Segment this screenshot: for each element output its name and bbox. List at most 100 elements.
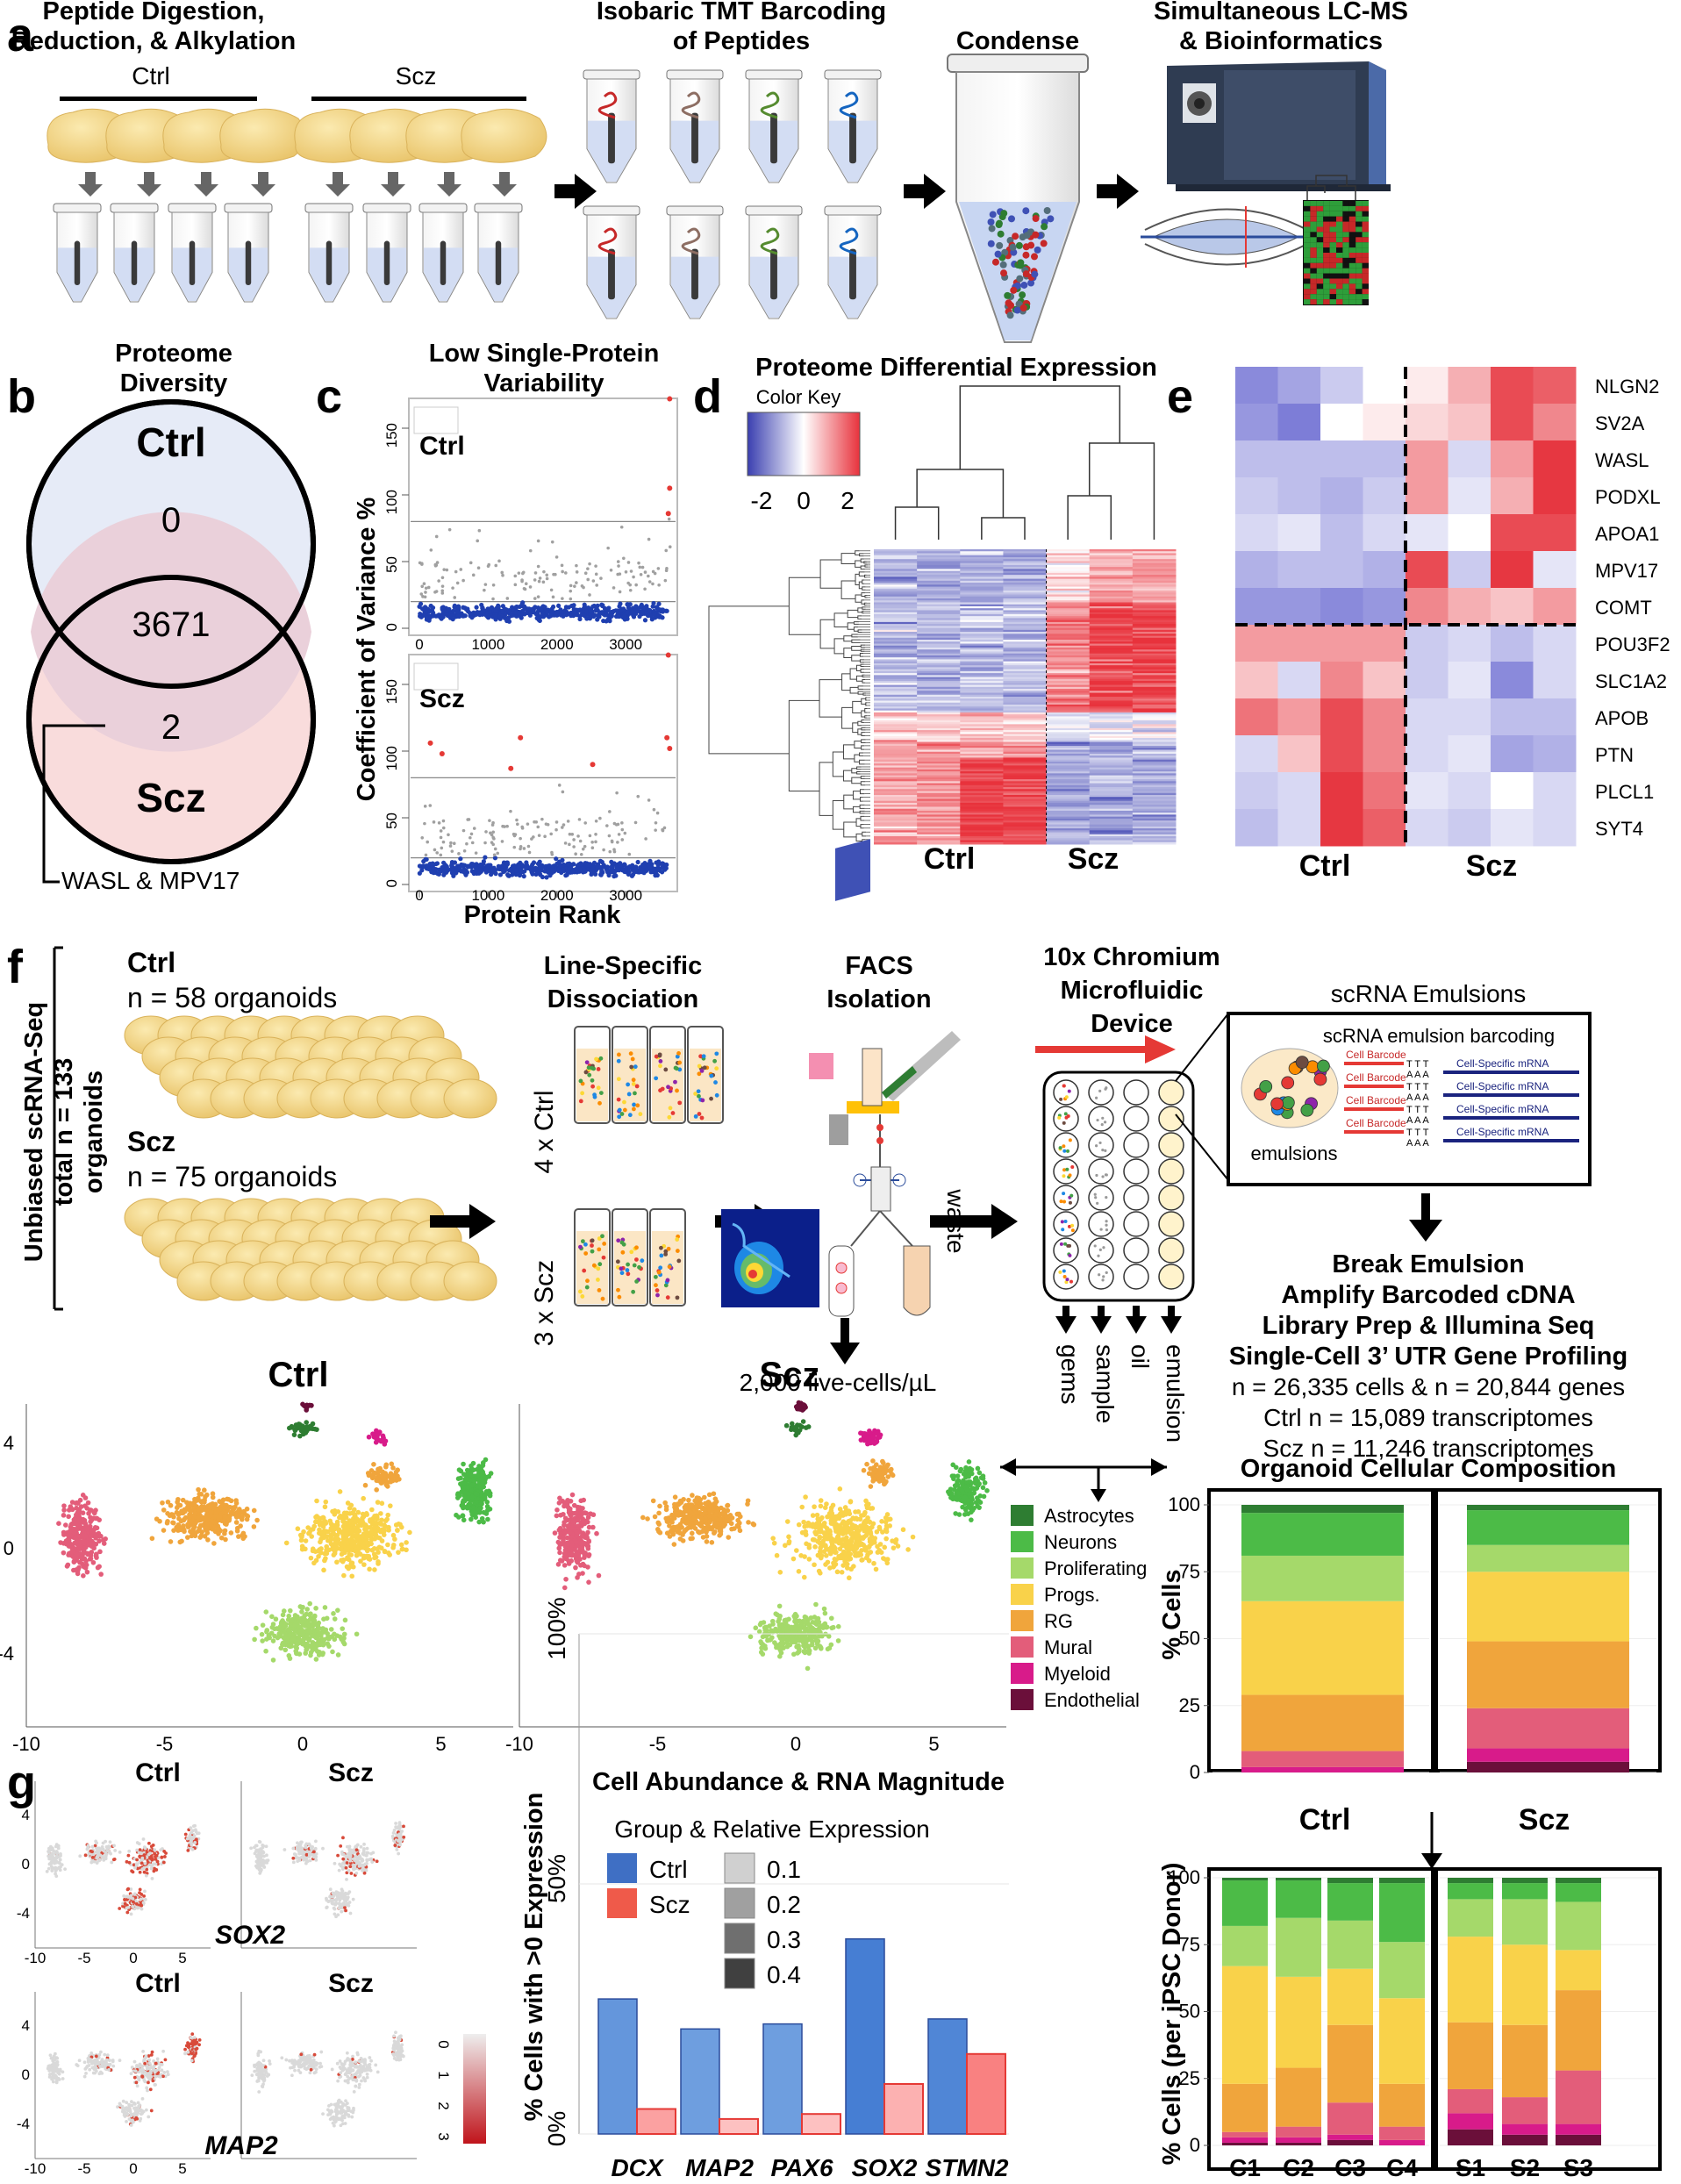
- heatmap-cell: [917, 792, 961, 796]
- heatmap-cell: [1356, 211, 1363, 217]
- heatmap-cell: [1089, 661, 1134, 664]
- protein-point: [421, 595, 425, 598]
- heatmap-cell: [917, 553, 961, 556]
- cell-point: [379, 1500, 385, 1507]
- heatmap-cell: [1342, 262, 1349, 269]
- heatmap-cell: [1003, 826, 1048, 829]
- heatmap-cell: [917, 735, 961, 739]
- heatmap-cell: [1089, 627, 1134, 631]
- cell: [654, 1076, 659, 1081]
- heatmap-cell: [1046, 732, 1091, 735]
- heatmap-cell: [960, 740, 1004, 743]
- heatmap-cell: [917, 594, 961, 598]
- heatmap-cell: [917, 775, 961, 778]
- peptide-mark: [691, 112, 698, 164]
- heatmap-cell: [917, 549, 961, 552]
- cell-point: [88, 1519, 93, 1525]
- protein-point: [471, 573, 476, 577]
- heatmap-cell: [1003, 594, 1048, 598]
- protein-point: [461, 578, 465, 583]
- heatmap-cell: [1046, 814, 1091, 818]
- heatmap-cell: [1132, 648, 1177, 650]
- variability-title-line2: Variability: [483, 369, 604, 397]
- protein-point: [619, 525, 624, 529]
- heatmap-cell: [917, 562, 961, 566]
- heatmap-cell: [874, 820, 918, 823]
- cell-point: [395, 1528, 400, 1533]
- heatmap-cell: [874, 580, 918, 584]
- heatmap-cell: [874, 769, 918, 772]
- heatmap-cell: [1316, 299, 1324, 304]
- heatmap-cell: [960, 730, 1004, 733]
- peptide-bead: [1034, 246, 1041, 254]
- protein-point: [434, 861, 440, 866]
- heatmap-cell: [960, 594, 1004, 598]
- protein-point: [533, 578, 537, 582]
- heatmap-cell: [1132, 551, 1177, 554]
- condense-tube: [947, 54, 1089, 343]
- cell: [701, 1054, 706, 1059]
- heatmap-cell: [1003, 748, 1048, 750]
- protein-point: [582, 867, 587, 872]
- heatmap-cell: [1003, 730, 1048, 733]
- heatmap-cell: [960, 784, 1004, 788]
- protein-point: [486, 615, 491, 620]
- x-tick-label: 3000: [609, 887, 642, 904]
- cell-point: [216, 1516, 221, 1522]
- peptide-bead: [1017, 259, 1025, 267]
- dendrogram-branch: [847, 609, 858, 619]
- protein-point: [517, 571, 521, 575]
- heatmap-cell: [917, 781, 961, 784]
- dendrogram-branch: [847, 622, 855, 630]
- heatmap-cell: [874, 814, 918, 818]
- protein-point: [589, 871, 594, 877]
- cell-point: [226, 1515, 232, 1522]
- chip-well: [1053, 1237, 1079, 1264]
- protein-point: [430, 861, 435, 866]
- x-tick-label: 5: [435, 1733, 446, 1755]
- heatmap-cell: [960, 714, 1004, 717]
- heatmap-cell: [1003, 616, 1048, 619]
- heatmap-cell: [1003, 600, 1048, 603]
- cell-point: [93, 1535, 98, 1541]
- heatmap-cell: [1132, 814, 1177, 818]
- peptide-bead: [997, 230, 1005, 238]
- protein-point: [664, 548, 669, 553]
- heatmap-cell: [1089, 657, 1134, 660]
- heatmap-cell: [1089, 562, 1134, 566]
- cell: [697, 1071, 702, 1077]
- cell-point: [222, 1528, 228, 1534]
- heatmap-cell: [960, 741, 1004, 745]
- heatmap-cell: [1046, 724, 1091, 727]
- cv-x-axis-label: Protein Rank: [464, 901, 622, 929]
- heatmap-cell: [1089, 814, 1134, 818]
- heatmap-cell: [1304, 299, 1311, 304]
- cell-point: [74, 1512, 79, 1518]
- gene-heatmap-cell: [1533, 404, 1577, 441]
- x-tick-label: 2000: [540, 636, 574, 653]
- heatmap-cell: [960, 684, 1004, 688]
- heatmap-cell: [1089, 686, 1134, 690]
- heatmap-cell: [1089, 651, 1134, 655]
- heatmap-cell: [1003, 621, 1048, 625]
- down-arrow: [492, 172, 517, 197]
- inlet-emulsion: emulsion: [1162, 1344, 1189, 1443]
- heatmap-cell: [960, 683, 1004, 686]
- heatmap-cell: [1046, 675, 1091, 678]
- gene-heatmap-cell: [1448, 625, 1491, 662]
- protein-point: [573, 584, 576, 588]
- heatmap-cell: [1003, 738, 1048, 741]
- protein-point: [602, 848, 605, 852]
- heatmap-cell: [1342, 247, 1349, 253]
- heatmap-cell: [960, 706, 1004, 709]
- organoid: [461, 108, 547, 163]
- heatmap-cell: [960, 822, 1004, 826]
- heatmap-cell: [1003, 767, 1048, 770]
- heatmap-cell: [1310, 262, 1317, 269]
- heatmap-cell: [874, 734, 918, 737]
- heatmap-cell: [960, 667, 1004, 670]
- heatmap-cell: [874, 564, 918, 568]
- heatmap-cell: [917, 621, 961, 625]
- cell: [626, 1092, 632, 1097]
